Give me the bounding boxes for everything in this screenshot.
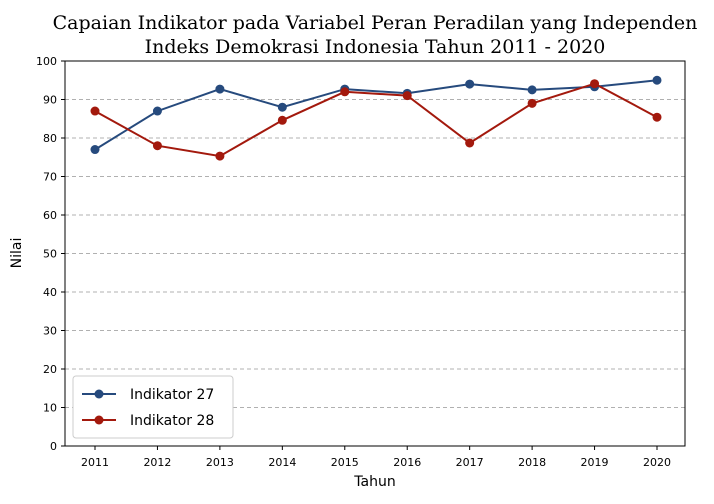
legend: Indikator 27 Indikator 28 xyxy=(72,375,234,439)
x-tick-label: 2019 xyxy=(581,456,609,469)
y-tick-label: 50 xyxy=(43,248,57,261)
data-point xyxy=(90,145,100,155)
x-tick-label: 2020 xyxy=(643,456,671,469)
data-point xyxy=(277,102,287,112)
data-point xyxy=(652,112,662,122)
data-point xyxy=(152,141,162,151)
series-2 xyxy=(90,79,662,161)
data-point xyxy=(527,98,537,108)
data-point xyxy=(465,79,475,89)
data-point xyxy=(277,115,287,125)
y-tick-label: 20 xyxy=(43,363,57,376)
chart-title-line2: Indeks Demokrasi Indonesia Tahun 2011 - … xyxy=(145,36,606,58)
data-point xyxy=(652,75,662,85)
data-point xyxy=(215,84,225,94)
legend-box xyxy=(72,375,234,439)
y-axis: 0 10 20 30 40 50 60 70 80 90 100 xyxy=(36,55,65,453)
y-tick-label: 90 xyxy=(43,94,57,107)
data-point xyxy=(215,151,225,161)
data-point xyxy=(527,85,537,95)
y-tick-label: 10 xyxy=(43,402,57,415)
y-tick-label: 30 xyxy=(43,325,57,338)
x-tick-label: 2017 xyxy=(456,456,484,469)
legend-swatch-marker xyxy=(94,415,104,425)
grid xyxy=(65,99,685,408)
y-tick-label: 40 xyxy=(43,286,57,299)
legend-label: Indikator 27 xyxy=(130,387,214,403)
data-point xyxy=(402,91,412,101)
x-tick-label: 2016 xyxy=(393,456,421,469)
x-axis-label: Tahun xyxy=(353,474,395,490)
y-tick-label: 60 xyxy=(43,209,57,222)
data-point xyxy=(340,87,350,97)
legend-label: Indikator 28 xyxy=(130,413,214,429)
x-tick-label: 2015 xyxy=(331,456,359,469)
x-tick-label: 2014 xyxy=(268,456,296,469)
y-axis-label: Nilai xyxy=(9,238,25,269)
data-point xyxy=(590,79,600,89)
y-tick-label: 80 xyxy=(43,132,57,145)
x-tick-label: 2011 xyxy=(81,456,109,469)
x-tick-label: 2018 xyxy=(518,456,546,469)
data-point xyxy=(465,138,475,148)
x-axis: 2011 2012 2013 2014 2015 2016 2017 2018 2019 2020 xyxy=(81,446,671,469)
series-line xyxy=(94,82,658,158)
y-tick-label: 0 xyxy=(50,440,57,453)
y-tick-label: 100 xyxy=(36,55,57,68)
series-1 xyxy=(90,75,662,155)
series-group xyxy=(90,75,662,161)
x-tick-label: 2012 xyxy=(143,456,171,469)
data-point xyxy=(90,106,100,116)
x-tick-label: 2013 xyxy=(206,456,234,469)
series-line xyxy=(94,79,658,151)
chart-title-line1: Capaian Indikator pada Variabel Peran Pe… xyxy=(53,12,698,34)
data-point xyxy=(152,106,162,116)
legend-swatch-marker xyxy=(94,389,104,399)
y-tick-label: 70 xyxy=(43,171,57,184)
